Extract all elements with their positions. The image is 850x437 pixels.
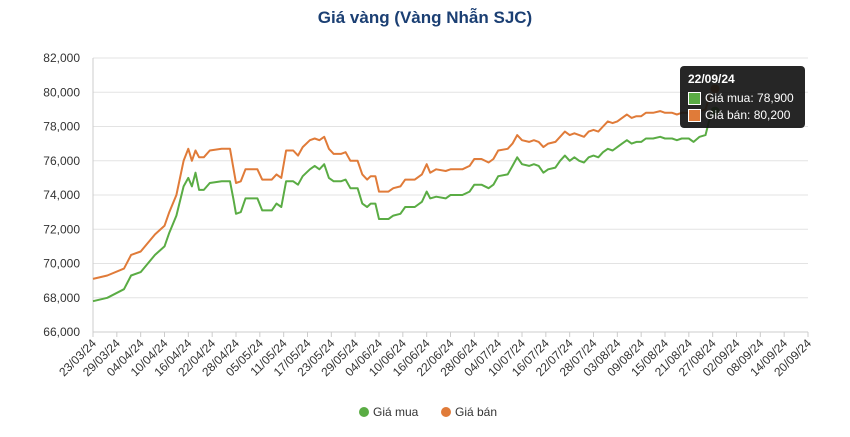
y-tick-label: 74,000: [43, 188, 80, 202]
y-tick-label: 78,000: [43, 120, 80, 134]
series-line-gia-mua: [92, 110, 716, 303]
legend-marker-gia-ban: [441, 407, 451, 417]
tooltip-row-sell: Giá bán: 80,200: [688, 108, 797, 122]
y-tick-label: 82,000: [43, 51, 80, 65]
y-tick-label: 70,000: [43, 257, 80, 271]
y-tick-label: 68,000: [43, 291, 80, 305]
tooltip-sell-label: Giá bán: 80,200: [705, 108, 791, 122]
tooltip-swatch-sell: [688, 108, 701, 122]
legend-marker-gia-mua: [359, 407, 369, 417]
tooltip-date: 22/09/24: [688, 72, 735, 86]
chart-title: Giá vàng (Vàng Nhẫn SJC): [317, 8, 533, 27]
tooltip-row-buy: Giá mua: 78,900: [688, 91, 797, 105]
y-tick-label: 66,000: [43, 325, 80, 339]
series-line-gia-ban: [92, 88, 716, 280]
y-tick-label: 80,000: [43, 85, 80, 99]
chart-tooltip: 22/09/24 Giá mua: 78,900 Giá bán: 80,200: [680, 66, 805, 128]
legend-label-gia-ban: Giá bán: [455, 405, 497, 419]
tooltip-buy-label: Giá mua: 78,900: [705, 91, 794, 105]
y-tick-label: 72,000: [43, 222, 80, 236]
tooltip-swatch-buy: [688, 91, 701, 105]
legend-label-gia-mua: Giá mua: [373, 405, 419, 419]
y-tick-label: 76,000: [43, 154, 80, 168]
